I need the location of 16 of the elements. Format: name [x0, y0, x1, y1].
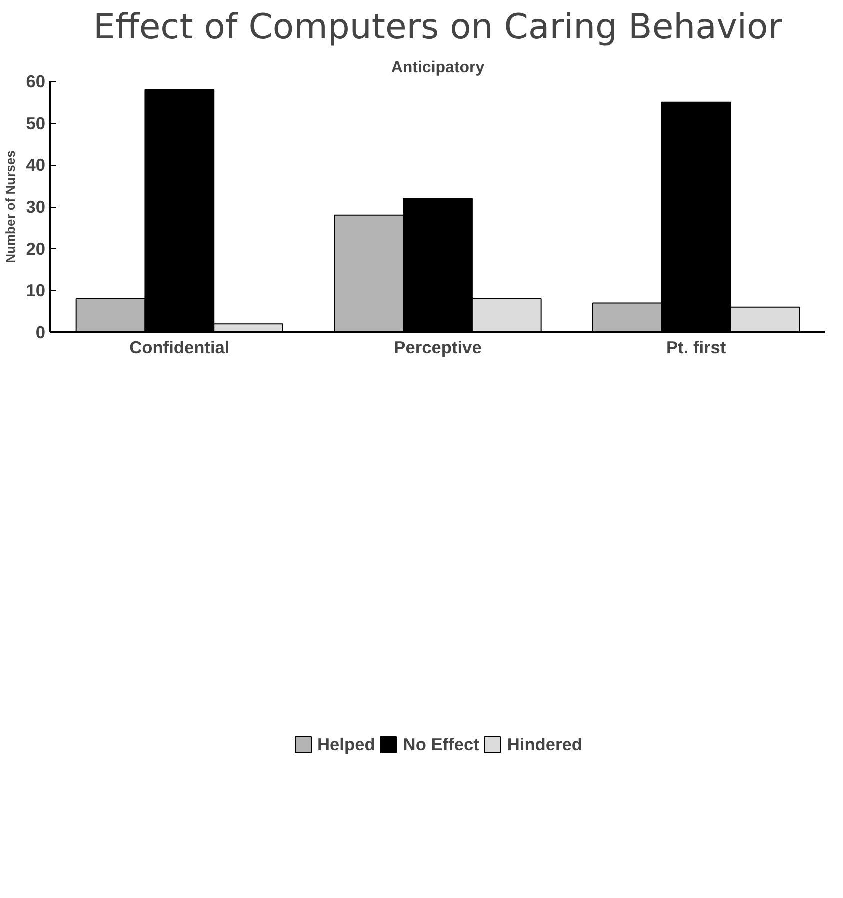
y-tick-label: 60	[26, 72, 46, 92]
legend-label: Helped	[318, 734, 376, 756]
y-tick-label: 20	[26, 238, 46, 259]
y-axis-title: Number of Nurses	[3, 150, 18, 264]
x-tick-label: Perceptive	[394, 338, 482, 358]
x-tick-label: Confidential	[130, 338, 230, 358]
y-tick-label: 40	[26, 155, 46, 176]
y-tick-label: 0	[36, 322, 46, 342]
x-tick-label: Pt. first	[666, 338, 726, 358]
legend-label: No Effect	[403, 734, 480, 756]
chart-subtitle: Anticipatory	[391, 60, 485, 76]
y-tick-label: 50	[26, 113, 46, 134]
y-tick-label: 10	[26, 280, 46, 301]
legend-label: Hindered	[507, 734, 582, 756]
y-tick-label: 30	[26, 197, 46, 217]
chart-title: Effect of Computers on Caring Behavior	[94, 8, 784, 48]
